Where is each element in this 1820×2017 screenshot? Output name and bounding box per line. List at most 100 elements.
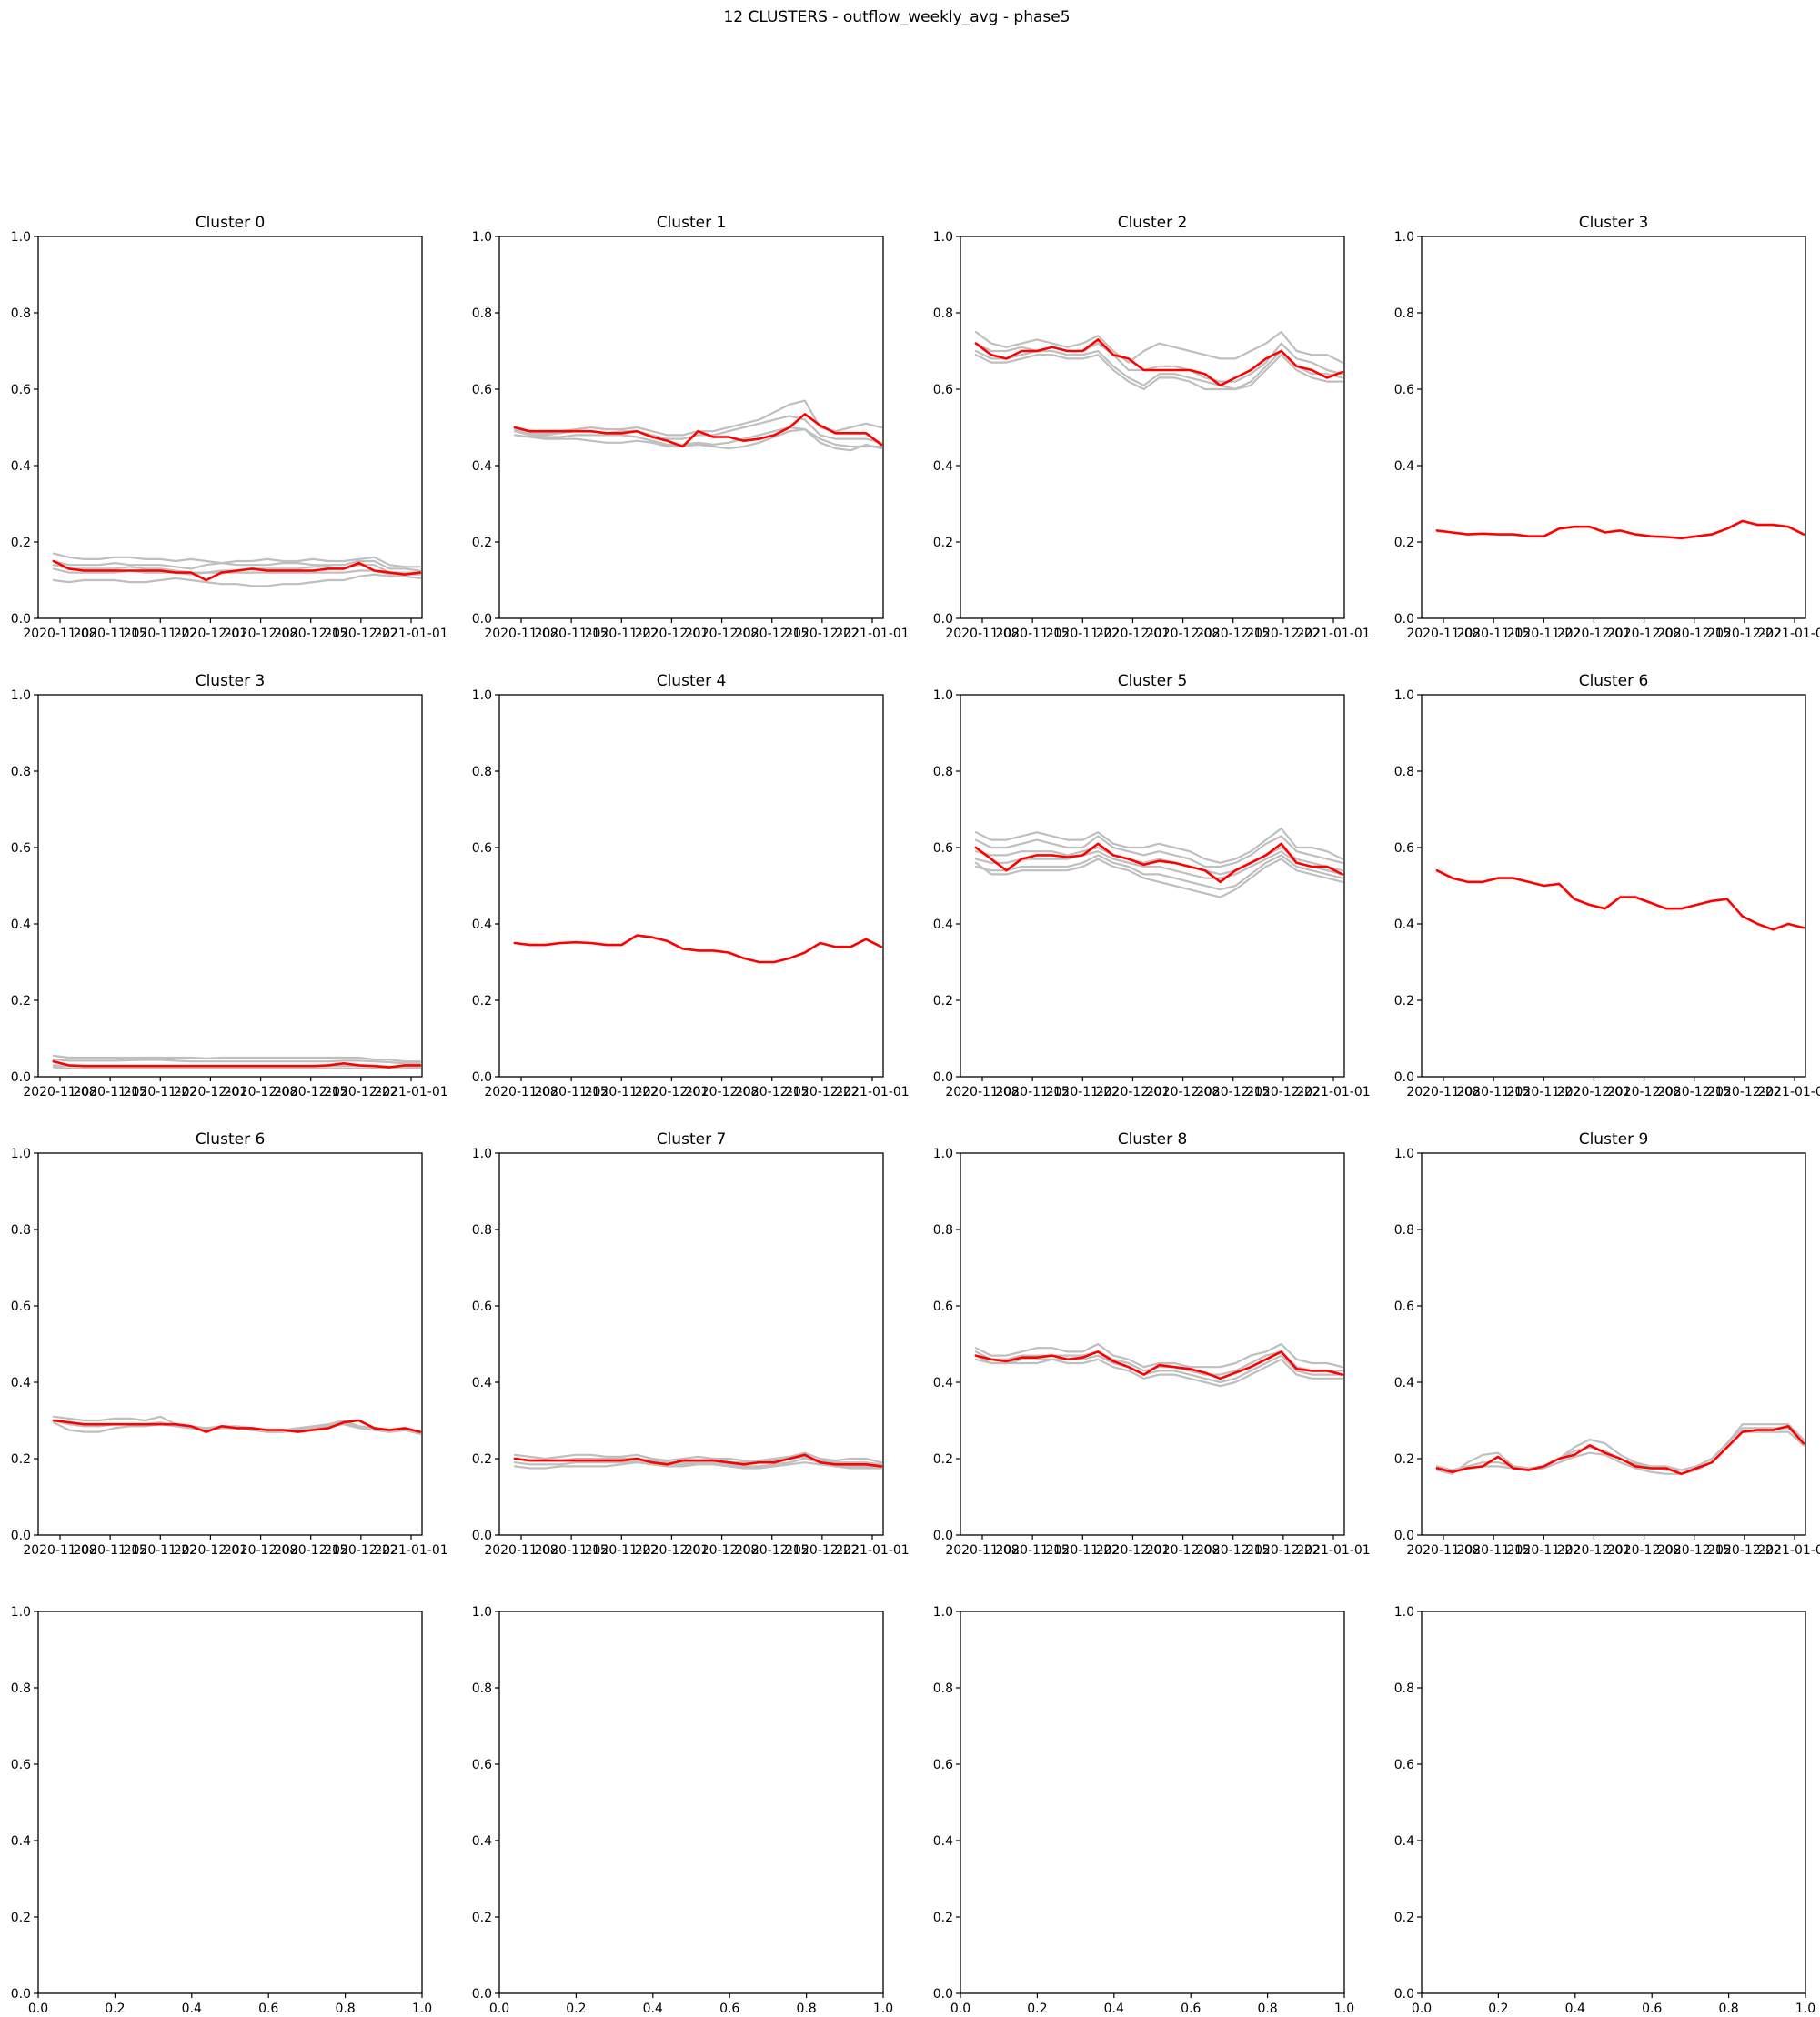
x-tick-label: 2020-11-08 <box>945 627 1019 641</box>
y-tick-label: 0.8 <box>1394 1681 1414 1696</box>
y-tick-label: 1.0 <box>472 1605 492 1620</box>
y-tick-label: 0.4 <box>933 1376 953 1390</box>
y-tick-label: 0.8 <box>472 1681 492 1696</box>
y-tick-label: 0.0 <box>933 1070 953 1085</box>
x-tick-label: 2020-12-22 <box>1246 1085 1320 1099</box>
x-tick-label: 1.0 <box>412 2002 432 2016</box>
y-tick-label: 0.2 <box>472 536 492 550</box>
member-line <box>974 1354 1344 1384</box>
x-tick-label: 2020-12-15 <box>1657 1085 1731 1099</box>
centroid-line <box>52 1059 422 1069</box>
panel-title: Cluster 3 <box>196 672 266 690</box>
x-tick-label: 0.2 <box>1488 2002 1508 2016</box>
y-tick-label: 0.2 <box>472 1911 492 1925</box>
y-tick-label: 0.8 <box>472 1223 492 1238</box>
x-tick-label: 2020-12-22 <box>1246 1543 1320 1558</box>
panel-4: Cluster 30.00.20.40.60.81.02020-11-08202… <box>11 672 448 1099</box>
y-tick-label: 0.0 <box>11 612 31 627</box>
x-tick-label: 2020-12-22 <box>324 627 397 641</box>
y-tick-label: 0.4 <box>11 1376 31 1390</box>
y-tick-label: 0.6 <box>11 1300 31 1314</box>
centroid-line <box>974 1350 1344 1380</box>
member-line <box>52 1415 421 1433</box>
panel-title: Cluster 2 <box>1118 214 1188 232</box>
panel-12: 0.0 0.2 0.4 0.6 0.8 1.0 0.0 0.2 0.4 0.6 0.8 1.0 <box>11 1605 432 2016</box>
axes-frame <box>498 1152 884 1536</box>
y-tick-label: 0.4 <box>1394 459 1414 474</box>
y-tick-label: 0.6 <box>933 383 953 397</box>
x-tick-label: 2020-12-22 <box>785 627 859 641</box>
y-tick-label: 1.0 <box>472 230 492 245</box>
y-tick-label: 0.6 <box>1394 383 1414 397</box>
y-tick-label: 0.8 <box>1394 1223 1414 1238</box>
y-tick-label: 1.0 <box>933 688 953 703</box>
axes-frame <box>37 236 423 619</box>
x-tick-label: 0.0 <box>950 2002 970 2016</box>
x-tick-label: 2020-11-22 <box>585 1543 659 1558</box>
y-tick-label: 1.0 <box>1394 1605 1414 1620</box>
member-line <box>513 426 883 448</box>
y-tick-label: 1.0 <box>933 1605 953 1620</box>
member-line <box>52 1054 421 1063</box>
y-tick-label: 0.6 <box>11 383 31 397</box>
y-tick-label: 0.2 <box>933 1452 953 1467</box>
panel-title: Cluster 8 <box>1118 1130 1188 1149</box>
x-tick-label: 2020-12-15 <box>1196 1085 1270 1099</box>
y-tick-label: 0.0 <box>933 1987 953 2002</box>
x-tick-label: 2020-11-08 <box>945 1543 1019 1558</box>
axes-frame <box>960 236 1345 619</box>
x-tick-label: 0.0 <box>28 2002 48 2016</box>
centroid-line <box>974 842 1344 884</box>
x-tick-label: 2020-12-01 <box>1096 1543 1170 1558</box>
x-tick-label: 2020-11-08 <box>23 1085 96 1099</box>
y-tick-label: 1.0 <box>11 230 31 245</box>
x-tick-label: 2020-11-08 <box>484 1543 558 1558</box>
y-tick-label: 0.2 <box>1394 1452 1414 1467</box>
y-tick-label: 0.6 <box>472 1758 492 1772</box>
x-tick-label: 0.4 <box>643 2002 663 2016</box>
x-tick-label: 2020-12-01 <box>174 1543 247 1558</box>
y-tick-label: 0.2 <box>11 1911 31 1925</box>
centroid-line <box>513 412 883 448</box>
x-tick-label: 0.6 <box>719 2002 739 2016</box>
panel-title: Cluster 1 <box>657 214 727 232</box>
axes-frame <box>960 694 1345 1078</box>
x-tick-label: 2020-11-15 <box>1456 1543 1530 1558</box>
x-tick-label: 2020-12-22 <box>1707 1543 1781 1558</box>
y-tick-label: 0.2 <box>1394 536 1414 550</box>
centroid-line <box>1435 868 1805 931</box>
x-tick-label: 2020-11-08 <box>23 627 96 641</box>
x-tick-label: 2020-12-22 <box>324 1085 397 1099</box>
x-tick-label: 2021-01-01 <box>1296 1543 1370 1558</box>
y-tick-label: 0.2 <box>472 1452 492 1467</box>
x-tick-label: 2021-01-01 <box>835 1543 909 1558</box>
x-tick-label: 2020-12-01 <box>635 627 709 641</box>
member-line <box>974 1358 1344 1388</box>
y-tick-label: 0.2 <box>11 994 31 1008</box>
panel-0: Cluster 00.00.20.40.60.81.02020-11-08202… <box>11 214 448 641</box>
axes-frame <box>960 1611 1345 1994</box>
y-tick-label: 0.8 <box>933 306 953 321</box>
y-tick-label: 1.0 <box>1394 230 1414 245</box>
panel-title: Cluster 4 <box>657 672 727 690</box>
y-tick-label: 1.0 <box>11 1147 31 1161</box>
y-tick-label: 0.0 <box>1394 1070 1414 1085</box>
y-tick-label: 1.0 <box>1394 688 1414 703</box>
x-tick-label: 2021-01-01 <box>1757 1543 1820 1558</box>
axes-frame <box>498 236 884 619</box>
member-line <box>974 850 1344 879</box>
x-tick-label: 2020-12-15 <box>1196 1543 1270 1558</box>
x-tick-label: 2020-11-22 <box>124 1543 197 1558</box>
axes-frame <box>498 1611 884 1994</box>
panel-title: Cluster 9 <box>1579 1130 1649 1149</box>
y-tick-label: 0.4 <box>933 1834 953 1849</box>
y-tick-label: 0.0 <box>1394 612 1414 627</box>
x-tick-label: 2020-11-22 <box>585 627 659 641</box>
x-tick-label: 2020-12-01 <box>635 1085 709 1099</box>
member-line <box>974 330 1344 364</box>
x-tick-label: 2020-12-01 <box>1557 1543 1631 1558</box>
axes-frame <box>37 1152 423 1536</box>
member-line <box>1435 1423 1805 1475</box>
x-tick-label: 2020-11-22 <box>1507 1085 1581 1099</box>
